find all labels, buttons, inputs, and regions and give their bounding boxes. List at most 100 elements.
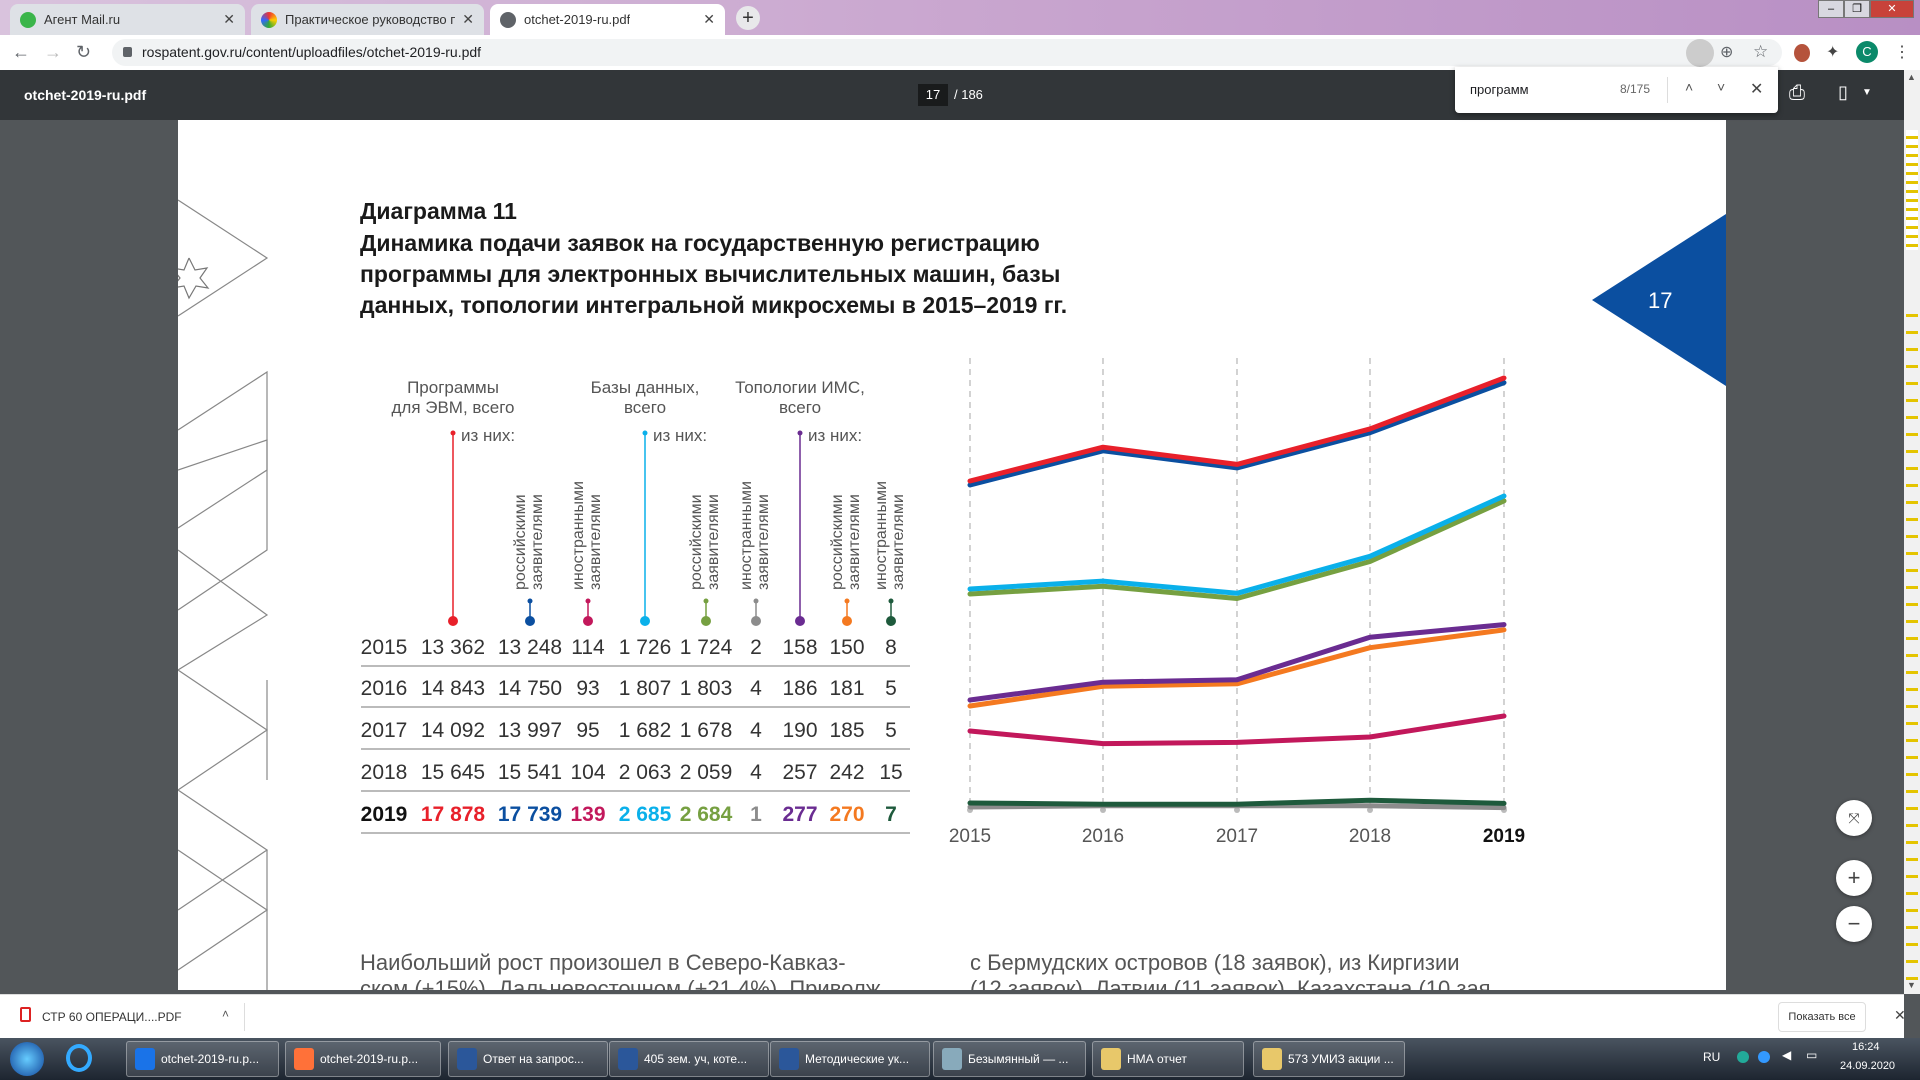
omnibox[interactable]: [112, 39, 1782, 66]
profile-avatar[interactable]: C: [1856, 41, 1878, 63]
minimize-button[interactable]: –: [1818, 0, 1844, 18]
find-next-icon[interactable]: ˅: [1717, 79, 1726, 95]
legend-pin-head: [527, 598, 533, 604]
column-group-header: Базы данных, всего: [575, 378, 715, 418]
maximize-button[interactable]: ❐: [1844, 0, 1870, 18]
network-icon[interactable]: ▭: [1806, 1048, 1818, 1062]
table-cell: 1 803: [679, 677, 733, 700]
close-tab-icon[interactable]: ✕: [462, 11, 474, 27]
language-indicator[interactable]: RU: [1703, 1050, 1721, 1064]
taskbar-item-label: Методические ук...: [805, 1052, 910, 1066]
x-axis-label: 2018: [1348, 826, 1392, 847]
search-page-icon[interactable]: [1686, 39, 1714, 67]
tray-shield-icon[interactable]: [1737, 1051, 1749, 1063]
table-cell: 1 682: [618, 719, 672, 742]
close-find-icon[interactable]: ✕: [1750, 81, 1764, 98]
new-tab-button[interactable]: +: [736, 6, 760, 30]
close-tab-icon[interactable]: ✕: [703, 11, 715, 27]
series-line: [967, 622, 1507, 703]
taskbar-item[interactable]: 405 зем. уч, коте...: [609, 1041, 769, 1077]
taskbar-item[interactable]: otchet-2019-ru.p...: [126, 1041, 279, 1077]
close-downloads-icon[interactable]: ✕: [1894, 1007, 1906, 1023]
tab-guide[interactable]: Практическое руководство по г ✕: [251, 4, 484, 35]
series-line: [967, 713, 1507, 747]
of-them-label: из них:: [653, 426, 708, 445]
tab-strip: Агент Mail.ru ✕ Практическое руководство…: [0, 0, 1920, 35]
start-button[interactable]: [10, 1042, 44, 1076]
group-title-line: всего: [623, 398, 667, 417]
table-cell: 185: [829, 719, 865, 742]
clock-time[interactable]: 16:24: [1852, 1041, 1880, 1053]
group-title-line: Топологии ИМС,: [735, 378, 865, 397]
taskbar-item[interactable]: НМА отчет: [1092, 1041, 1244, 1077]
row-divider: [361, 748, 910, 750]
table-cell: 14 843: [420, 677, 486, 700]
table-year: 2019: [360, 803, 408, 826]
taskbar-app-icon: [942, 1048, 962, 1070]
clock-date[interactable]: 24.09.2020: [1840, 1060, 1896, 1072]
back-icon[interactable]: ←: [12, 42, 30, 62]
legend-marker-dot: [448, 616, 458, 626]
lock-icon[interactable]: [123, 47, 132, 57]
taskbar-item-label: Безымянный — ...: [968, 1052, 1069, 1066]
close-window-button[interactable]: ✕: [1870, 0, 1914, 18]
zoom-out-button[interactable]: −: [1836, 906, 1872, 942]
download-item[interactable]: СТР 60 ОПЕРАЦИ....PDF: [42, 1010, 182, 1024]
table-cell: 14 092: [420, 719, 486, 742]
tab-mail-agent[interactable]: Агент Mail.ru ✕: [10, 4, 245, 35]
ie-icon[interactable]: [66, 1044, 92, 1072]
find-prev-icon[interactable]: ˄: [1685, 79, 1694, 95]
taskbar-item[interactable]: Безымянный — ...: [933, 1041, 1086, 1077]
table-cell: 181: [829, 677, 865, 700]
forward-icon[interactable]: →: [44, 42, 62, 62]
star-icon[interactable]: ☆: [1753, 42, 1769, 61]
line-chart: [448, 358, 1507, 813]
row-divider: [361, 665, 910, 667]
mail-agent-icon: [20, 11, 36, 28]
row-divider: [361, 706, 910, 708]
chevron-up-icon[interactable]: ˄: [222, 1007, 230, 1021]
close-tab-icon[interactable]: ✕: [223, 11, 235, 27]
table-cell: 4: [750, 677, 762, 700]
table-year: 2018: [360, 761, 408, 784]
legend-marker-dot: [640, 616, 650, 626]
vertical-scrollbar[interactable]: ▲ ▼: [1904, 70, 1920, 994]
legend-marker-dot: [842, 616, 852, 626]
taskbar-item[interactable]: otchet-2019-ru.p...: [285, 1041, 441, 1077]
fit-page-button[interactable]: ⤧: [1836, 800, 1872, 836]
group-title-line: для ЭВМ, всего: [391, 398, 515, 417]
extension-icon[interactable]: [1794, 44, 1810, 62]
legend-pin-head: [703, 598, 709, 604]
taskbar-item[interactable]: Ответ на запрос...: [448, 1041, 608, 1077]
axis-tick-dot: [1100, 807, 1106, 813]
bookmark-icon[interactable]: ▯: [1838, 82, 1848, 102]
chevron-down-icon[interactable]: ▼: [1862, 87, 1872, 98]
puzzle-icon[interactable]: ✦: [1826, 44, 1840, 61]
table-year: 2017: [360, 719, 408, 742]
menu-icon[interactable]: ⋮: [1894, 44, 1910, 61]
table-cell: 1 724: [679, 636, 733, 659]
divider: [244, 1003, 245, 1031]
print-icon[interactable]: ⎙: [1789, 82, 1805, 104]
scroll-down-icon[interactable]: ▼: [1907, 980, 1916, 990]
reload-icon[interactable]: ↻: [76, 42, 92, 62]
show-all-button[interactable]: Показать все: [1778, 1002, 1866, 1032]
legend-pin-head: [797, 430, 803, 436]
scroll-up-icon[interactable]: ▲: [1907, 72, 1916, 82]
find-input[interactable]: программ: [1470, 82, 1529, 97]
tab-pdf[interactable]: otchet-2019-ru.pdf ✕: [490, 4, 725, 35]
body-text-right-2: (12 заявок), Латвии (11 заявок), Казахст…: [970, 976, 1491, 990]
taskbar-item[interactable]: Методические ук...: [770, 1041, 930, 1077]
table-cell: 15: [879, 761, 903, 784]
zoom-in-button[interactable]: +: [1836, 860, 1872, 896]
taskbar-item[interactable]: 573 УМИЗ акции ...: [1253, 1041, 1405, 1077]
table-year: 2016: [360, 677, 408, 700]
volume-icon[interactable]: ◀: [1782, 1048, 1792, 1062]
table-cell: 4: [750, 761, 762, 784]
table-cell: 14 750: [497, 677, 563, 700]
page-number-input[interactable]: 17: [918, 84, 948, 106]
tray-app-icon[interactable]: [1758, 1051, 1770, 1063]
column-group-header: Топологии ИМС, всего: [730, 378, 870, 418]
zoom-icon[interactable]: ⊕: [1720, 44, 1734, 61]
url-text[interactable]: rospatent.gov.ru/content/uploadfiles/otc…: [142, 44, 482, 60]
